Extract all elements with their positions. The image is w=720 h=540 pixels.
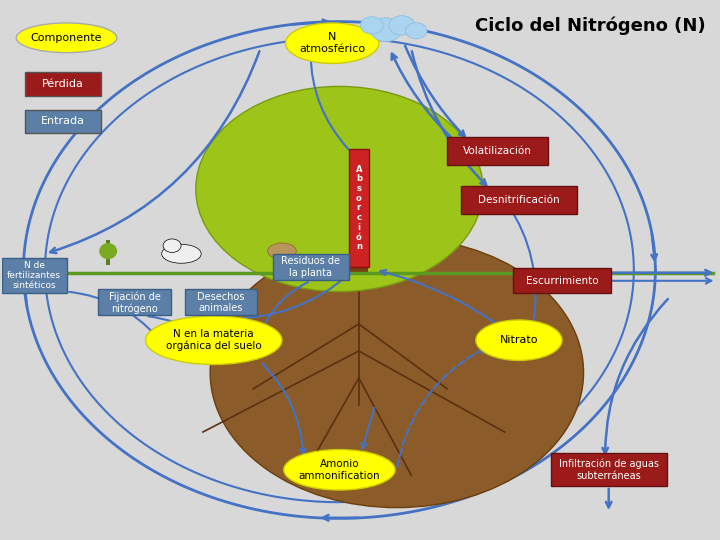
Text: Pérdida: Pérdida xyxy=(42,79,84,89)
Ellipse shape xyxy=(99,243,117,259)
Text: Nitrato: Nitrato xyxy=(500,335,538,345)
Ellipse shape xyxy=(162,244,201,263)
Text: N
atmosférico: N atmosférico xyxy=(299,32,365,54)
Text: Componente: Componente xyxy=(31,33,102,43)
Text: Ciclo del Nitrógeno (N): Ciclo del Nitrógeno (N) xyxy=(475,16,706,35)
Ellipse shape xyxy=(145,316,282,364)
Ellipse shape xyxy=(284,449,395,490)
FancyBboxPatch shape xyxy=(551,454,667,486)
Ellipse shape xyxy=(286,23,379,63)
FancyBboxPatch shape xyxy=(25,110,101,133)
Ellipse shape xyxy=(17,23,117,53)
Bar xyxy=(350,254,368,275)
Ellipse shape xyxy=(196,86,483,292)
FancyBboxPatch shape xyxy=(273,254,348,280)
FancyBboxPatch shape xyxy=(1,258,67,293)
Text: Fijación de
nitrógeno: Fijación de nitrógeno xyxy=(109,291,161,314)
Text: N de
fertilizantes
sintéticos: N de fertilizantes sintéticos xyxy=(7,260,61,291)
Ellipse shape xyxy=(163,239,181,253)
FancyBboxPatch shape xyxy=(461,186,577,213)
FancyBboxPatch shape xyxy=(348,148,369,267)
Text: Desechos
animales: Desechos animales xyxy=(197,292,245,313)
Ellipse shape xyxy=(476,320,562,361)
Text: N en la materia
orgánica del suelo: N en la materia orgánica del suelo xyxy=(166,329,261,352)
Circle shape xyxy=(370,18,402,42)
Bar xyxy=(106,240,110,265)
Ellipse shape xyxy=(210,238,583,508)
FancyBboxPatch shape xyxy=(99,289,171,315)
Circle shape xyxy=(405,23,427,39)
FancyBboxPatch shape xyxy=(513,268,611,293)
Text: Entrada: Entrada xyxy=(41,117,85,126)
Circle shape xyxy=(360,17,383,34)
FancyBboxPatch shape xyxy=(184,289,257,315)
Ellipse shape xyxy=(268,243,297,259)
Text: Escurrimiento: Escurrimiento xyxy=(526,276,598,286)
FancyBboxPatch shape xyxy=(446,137,548,165)
Text: Infiltración de aguas
subterráneas: Infiltración de aguas subterráneas xyxy=(559,459,659,481)
FancyBboxPatch shape xyxy=(25,72,101,96)
Circle shape xyxy=(389,16,415,35)
Text: Desnitrificación: Desnitrificación xyxy=(478,195,559,205)
Text: A
b
s
o
r
c
i
ó
n: A b s o r c i ó n xyxy=(356,165,362,251)
Text: Volatilización: Volatilización xyxy=(463,146,532,156)
Text: Amonio
ammonification: Amonio ammonification xyxy=(299,459,380,481)
Text: Residuos de
la planta: Residuos de la planta xyxy=(282,256,340,278)
